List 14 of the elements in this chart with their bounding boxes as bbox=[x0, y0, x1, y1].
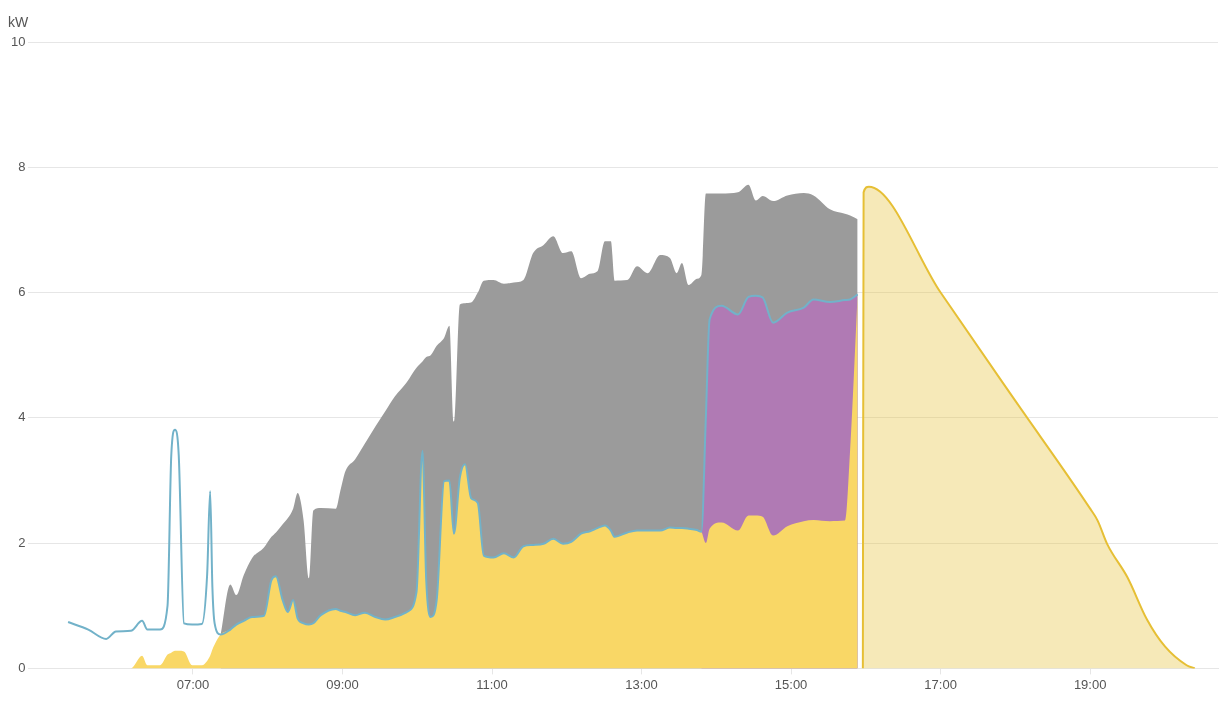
x-tick-label: 13:00 bbox=[625, 676, 658, 692]
x-tick-label: 17:00 bbox=[924, 676, 957, 692]
x-tick-label: 11:00 bbox=[476, 676, 508, 692]
y-tick-label: 0 bbox=[18, 659, 26, 675]
y-tick-label: 6 bbox=[18, 284, 26, 300]
y-tick-label: 8 bbox=[18, 158, 26, 174]
x-tick-label: 19:00 bbox=[1073, 676, 1107, 692]
y-tick-label: 2 bbox=[18, 534, 26, 550]
y-axis-title: kW bbox=[8, 13, 29, 30]
x-tick-label: 15:00 bbox=[774, 676, 808, 692]
x-tick-label: 07:00 bbox=[176, 676, 210, 692]
y-tick-label: 10 bbox=[10, 33, 26, 49]
y-tick-label: 4 bbox=[18, 409, 26, 425]
x-tick-label: 09:00 bbox=[326, 676, 359, 692]
